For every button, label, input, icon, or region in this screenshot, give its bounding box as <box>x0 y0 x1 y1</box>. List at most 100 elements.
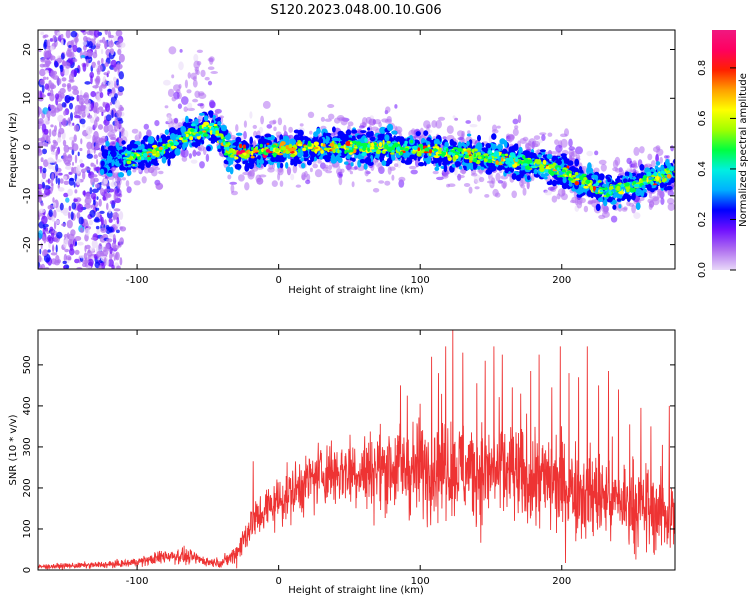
heatmap-ridge-cell <box>351 135 356 140</box>
heatmap-ridge-cell <box>503 140 508 148</box>
heatmap-noise-cell <box>71 202 77 210</box>
heatmap-noise-cell <box>72 44 78 53</box>
heatmap-noise-cell <box>119 211 124 220</box>
heatmap-halo-cell <box>196 61 202 66</box>
heatmap-noise-cell <box>60 209 68 214</box>
heatmap-noise-cell <box>56 57 63 64</box>
heatmap-halo-cell <box>181 156 188 162</box>
heatmap-ridge-cell <box>117 155 123 160</box>
heatmap-halo-cell <box>514 125 519 130</box>
heatmap-ridge-cell <box>167 152 172 159</box>
heatmap-ridge-cell <box>126 144 132 151</box>
heatmap-halo-cell <box>456 174 465 179</box>
heatmap-halo-cell <box>354 165 358 170</box>
heatmap-noise-cell <box>114 93 118 99</box>
heatmap-noise-cell <box>47 157 54 164</box>
heatmap-ridge-cell <box>257 155 261 160</box>
heatmap-ridge-cell <box>235 132 243 136</box>
heatmap-noise-cell <box>108 232 114 238</box>
heatmap-noise-cell <box>93 154 98 160</box>
heatmap-ridge-cell <box>418 162 425 167</box>
heatmap-halo-cell <box>177 103 182 109</box>
heatmap-halo-cell <box>569 199 576 204</box>
heatmap-halo-cell <box>147 166 155 174</box>
heatmap-halo-cell <box>187 102 193 109</box>
heatmap-halo-cell <box>110 136 116 141</box>
heatmap-ridge-cell <box>403 151 411 155</box>
heatmap-noise-cell <box>38 147 42 154</box>
heatmap-noise-cell <box>46 45 51 50</box>
heatmap-halo-cell <box>188 153 192 159</box>
heatmap-ridge-cell <box>451 141 457 147</box>
heatmap-noise-cell <box>111 242 117 249</box>
heatmap-halo-cell <box>587 200 593 205</box>
heatmap-halo-cell <box>209 57 214 65</box>
heatmap-halo-cell <box>305 179 311 185</box>
heatmap-ridge-cell <box>209 113 213 118</box>
heatmap-noise-cell <box>100 216 104 225</box>
heatmap-noise-cell <box>85 244 91 250</box>
heatmap-noise-cell <box>43 226 46 230</box>
heatmap-ridge-cell <box>438 159 442 167</box>
heatmap-noise-cell <box>74 249 80 255</box>
heatmap-halo-cell <box>398 176 406 182</box>
heatmap-noise-cell <box>42 148 47 155</box>
heatmap-noise-cell <box>119 237 124 246</box>
heatmap-noise-cell <box>77 241 84 246</box>
heatmap-ridge-cell <box>178 142 182 146</box>
heatmap-core-cell <box>442 151 446 156</box>
heatmap-halo-cell <box>378 121 382 128</box>
heatmap-noise-cell <box>84 227 90 236</box>
heatmap-noise-cell <box>40 92 43 100</box>
heatmap-halo-cell <box>470 172 478 177</box>
heatmap-noise-cell <box>64 248 70 253</box>
heatmap-halo-cell <box>547 132 553 137</box>
heatmap-noise-cell <box>82 259 89 265</box>
heatmap-noise-cell <box>61 77 67 82</box>
heatmap-ridge-cell <box>109 146 116 152</box>
heatmap-halo-cell <box>210 71 218 74</box>
heatmap-noise-cell <box>90 162 95 167</box>
heatmap-noise-cell <box>63 144 70 153</box>
heatmap-noise-cell <box>76 165 81 174</box>
heatmap-noise-cell <box>48 209 53 217</box>
heatmap-noise-cell <box>67 188 73 196</box>
heatmap-halo-cell <box>549 151 558 155</box>
heatmap-ridge-cell <box>206 145 211 152</box>
heatmap-ridge-cell <box>351 129 358 134</box>
heatmap-ridge-cell <box>356 134 363 140</box>
heatmap-noise-cell <box>115 229 120 234</box>
heatmap-noise-cell <box>44 188 51 196</box>
heatmap-noise-cell <box>102 101 106 108</box>
heatmap-halo-cell <box>338 117 346 121</box>
heatmap-noise-cell <box>63 192 69 198</box>
heatmap-ridge-cell <box>169 133 176 141</box>
heatmap-ridge-cell <box>150 160 154 165</box>
heatmap-halo-cell <box>478 176 485 183</box>
heatmap-noise-cell <box>90 91 96 98</box>
heatmap-halo-cell <box>457 130 464 137</box>
heatmap-ridge-cell <box>595 203 601 212</box>
heatmap-ridge-cell <box>339 133 347 141</box>
heatmap-ridge-cell <box>369 136 376 142</box>
heatmap-noise-cell <box>99 109 107 113</box>
heatmap-ridge-cell <box>290 161 294 166</box>
heatmap-halo-cell <box>647 153 653 161</box>
heatmap-noise-cell <box>83 252 88 260</box>
heatmap-noise-cell <box>65 165 72 170</box>
heatmap-noise-cell <box>43 159 49 168</box>
heatmap-ridge-cell <box>560 153 567 157</box>
heatmap-core-cell <box>575 178 580 181</box>
heatmap-noise-cell <box>119 226 123 230</box>
heatmap-noise-cell <box>106 202 109 210</box>
heatmap-halo-cell <box>600 163 607 172</box>
heatmap-core-cell <box>137 156 140 160</box>
heatmap-noise-cell <box>116 62 121 71</box>
heatmap-noise-cell <box>40 31 45 35</box>
heatmap-ridge-cell <box>623 195 628 200</box>
heatmap-ridge-cell <box>217 121 221 126</box>
heatmap-noise-cell <box>39 248 42 255</box>
heatmap-halo-cell <box>492 124 497 132</box>
heatmap-ridge-cell <box>433 158 438 164</box>
heatmap-halo-cell <box>271 180 278 188</box>
